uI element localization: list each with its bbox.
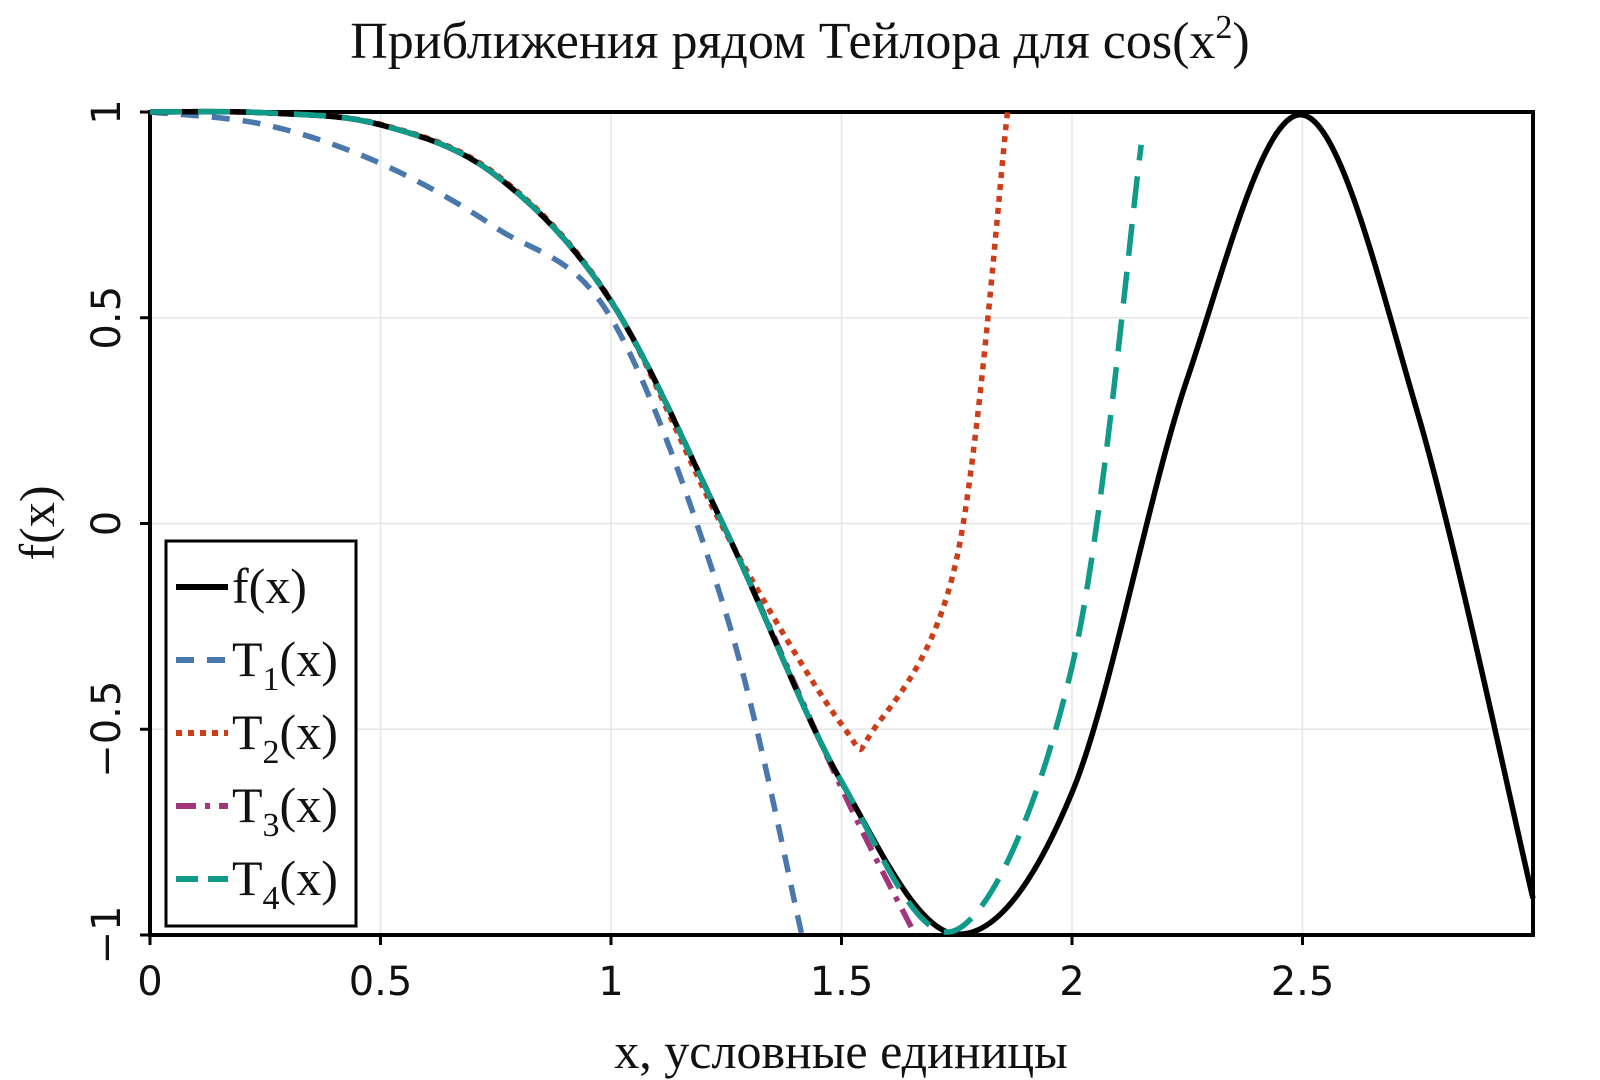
legend: f(x)T1(x)T2(x)T3(x)T4(x) [164,539,358,928]
legend-label-base: f [232,558,249,614]
legend-label: T2(x) [232,704,338,771]
legend-label-base: T [232,777,263,833]
y-tick-label: 1 [84,99,130,124]
x-tick-label: 1.5 [810,959,874,1005]
legend-label-subscript: 1 [263,661,280,698]
legend-frame [164,539,358,928]
x-tick-label: 2 [1059,959,1084,1005]
legend-label-rest: (x) [249,558,307,614]
legend-label-rest: (x) [280,777,338,833]
y-tick-label: 0.5 [84,286,130,350]
x-tick-label: 0.5 [349,959,413,1005]
legend-label: T4(x) [232,850,338,917]
y-axis-label: f(x) [9,486,65,561]
x-tick-label: 1 [598,959,623,1005]
legend-label-rest: (x) [280,850,338,906]
legend-label-base: T [232,631,263,687]
chart-title: Приближения рядом Тейлора для cos(x2) [350,9,1250,70]
legend-label-base: T [232,850,263,906]
legend-label-subscript: 3 [263,807,280,844]
legend-label: T1(x) [232,631,338,698]
series-line-t1x [149,109,805,936]
chart-title-end: ) [1232,13,1249,70]
x-axis-label: x, условные единицы [614,1023,1067,1079]
y-tick-label: −0.5 [84,681,130,778]
legend-label: T3(x) [232,777,338,844]
series-line-t4x [149,108,1144,935]
chart-title-main: Приближения рядом Тейлора для cos(x [350,13,1215,70]
series-layer [149,108,1536,937]
chart-title-sup: 2 [1215,9,1232,46]
legend-label-rest: (x) [280,631,338,687]
x-tick-label: 0 [137,959,162,1005]
legend-label-base: T [232,704,263,760]
y-tick-label: −1 [84,906,130,965]
legend-label-subscript: 2 [263,734,280,771]
x-tick-label: 2.5 [1271,959,1335,1005]
series-line-t2x [149,108,1011,753]
axes: 0 0.5 1 1.5 2 2.5 −1 −0.5 0 0.5 1 [84,99,1334,1005]
legend-label-subscript: 4 [263,880,280,917]
legend-label-rest: (x) [280,704,338,760]
y-tick-label: 0 [84,511,130,536]
legend-label: f(x) [232,558,307,614]
